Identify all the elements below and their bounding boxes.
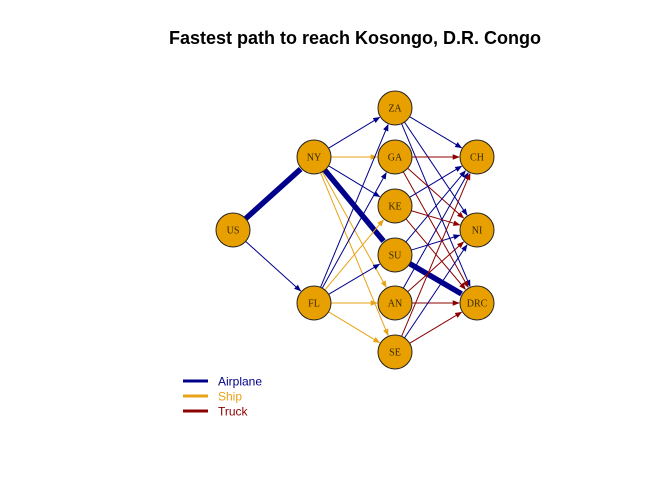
edge-su-ni	[411, 234, 461, 251]
edge-us-ny	[243, 167, 303, 221]
node-label: FL	[308, 299, 320, 310]
edge-se-ni	[404, 244, 468, 339]
edge-za-drc	[401, 123, 471, 288]
node-label: NI	[472, 226, 483, 237]
edge-fl-ga	[321, 172, 387, 289]
node-ch: CH	[459, 139, 495, 175]
edge-su-drc	[408, 261, 463, 297]
node-ny: NY	[296, 139, 332, 175]
node-se: SE	[377, 334, 413, 370]
edge-fl-za	[320, 123, 389, 288]
diagram-title: Fastest path to reach Kosongo, D.R. Cong…	[168, 28, 541, 48]
node-drc: DRC	[459, 285, 495, 321]
edge-an-ch	[402, 172, 469, 289]
node-fl: FL	[296, 285, 332, 321]
edge-fl-ke	[324, 219, 384, 291]
node-label: GA	[388, 153, 403, 164]
edge-su-ch	[405, 170, 466, 243]
node-label: ZA	[388, 104, 402, 115]
edge-ke-ch	[409, 165, 463, 198]
node-label: KE	[388, 202, 401, 213]
node-an: AN	[377, 285, 413, 321]
node-label: NY	[307, 153, 321, 164]
edge-ny-ke	[328, 165, 381, 198]
edge-se-ch	[401, 172, 471, 337]
legend-label: Truck	[218, 405, 249, 419]
edges-layer	[243, 116, 471, 344]
edge-ke-ni	[411, 210, 461, 226]
edge-an-ni	[407, 241, 465, 293]
node-label: SE	[389, 348, 401, 359]
legend-item-truck: Truck	[183, 405, 249, 419]
node-ga: GA	[377, 139, 413, 175]
edge-ny-za	[328, 116, 381, 149]
node-ni: NI	[459, 212, 495, 248]
edge-za-ni	[404, 121, 468, 216]
legend-item-ship: Ship	[183, 390, 242, 404]
node-label: CH	[470, 153, 484, 164]
edge-us-fl	[245, 241, 302, 292]
node-label: US	[227, 226, 240, 237]
node-su: SU	[377, 237, 413, 273]
legend-item-airplane: Airplane	[183, 375, 262, 389]
node-label: AN	[388, 299, 402, 310]
node-label: DRC	[467, 299, 488, 310]
legend-label: Airplane	[218, 375, 262, 389]
edge-fl-su	[328, 263, 381, 295]
edge-se-drc	[409, 311, 463, 344]
node-ke: KE	[377, 188, 413, 224]
node-us: US	[215, 212, 251, 248]
edge-fl-se	[328, 311, 381, 344]
legend-label: Ship	[218, 390, 242, 404]
edge-za-ch	[409, 116, 463, 149]
node-za: ZA	[377, 90, 413, 126]
edge-ga-ni	[407, 167, 465, 219]
node-label: SU	[389, 251, 403, 262]
nodes-layer: US NY FL ZA GA KE SU AN SE CH NI DRC	[215, 90, 495, 370]
